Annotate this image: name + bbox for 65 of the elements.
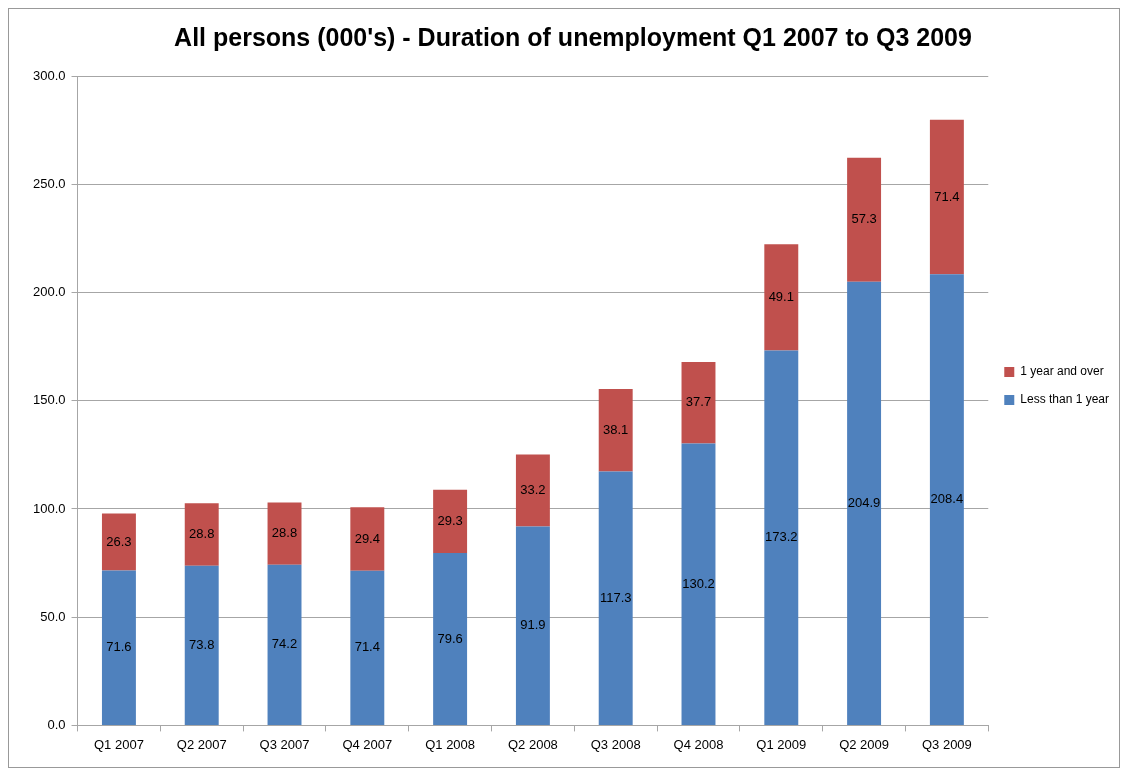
bar (764, 350, 799, 725)
data-label: 71.6 (106, 639, 132, 655)
data-label: 57.3 (851, 211, 877, 227)
bar (764, 244, 799, 351)
x-tick-label: Q3 2007 (259, 736, 310, 752)
chart-title: All persons (000's) - Duration of unemployment Q1 2007 to Q3 2009 (174, 22, 972, 51)
data-label: 33.2 (520, 482, 546, 498)
x-tick-label: Q1 2008 (425, 736, 476, 752)
bar (433, 489, 468, 554)
data-label: 49.1 (768, 288, 794, 304)
x-tick-label: Q1 2009 (756, 736, 807, 752)
bar (515, 454, 550, 527)
bar (929, 119, 964, 275)
legend-label: 1 year and over (1020, 364, 1104, 379)
bar (433, 553, 468, 725)
data-label: 204.9 (847, 494, 881, 510)
bar (184, 565, 219, 725)
data-label: 91.9 (520, 617, 546, 633)
x-tick-label: Q2 2009 (839, 736, 890, 752)
data-label: 29.4 (354, 530, 380, 546)
x-tick-label: Q4 2007 (342, 736, 393, 752)
data-label: 29.3 (437, 512, 463, 528)
x-tick-label: Q1 2007 (93, 736, 144, 752)
data-label: 28.8 (271, 525, 298, 541)
x-tick-label: Q2 2008 (507, 736, 558, 752)
bar (350, 507, 385, 571)
data-label: 71.4 (934, 188, 960, 204)
bar (267, 564, 302, 725)
data-label: 71.4 (354, 639, 380, 655)
data-label: 73.8 (189, 636, 215, 652)
bar (929, 274, 964, 725)
bar (681, 361, 716, 444)
bar (598, 389, 633, 472)
x-tick-label: Q3 2008 (590, 736, 641, 752)
y-tick-label: 150.0 (32, 392, 66, 408)
data-label: 37.7 (685, 394, 712, 410)
y-tick-label: 100.0 (32, 500, 66, 516)
y-tick-label: 200.0 (32, 284, 66, 300)
bar (847, 157, 882, 282)
data-label: 79.6 (437, 630, 463, 646)
legend-label: Less than 1 year (1020, 392, 1110, 407)
y-tick-label: 300.0 (32, 67, 66, 83)
x-tick-label: Q3 2009 (921, 736, 972, 752)
x-tick-label: Q2 2007 (176, 736, 227, 752)
data-label: 117.3 (599, 589, 632, 605)
data-label: 26.3 (106, 533, 132, 549)
data-label: 208.4 (930, 491, 964, 507)
bar (101, 513, 136, 571)
data-label: 28.8 (189, 526, 215, 542)
bar (681, 443, 716, 725)
bar (350, 570, 385, 725)
data-label: 74.2 (271, 636, 298, 652)
x-tick-label: Q4 2008 (673, 736, 724, 752)
bar (267, 502, 302, 565)
y-tick-label: 0.0 (47, 716, 66, 732)
y-tick-label: 50.0 (40, 608, 66, 624)
bar (101, 570, 136, 725)
bar (515, 526, 550, 725)
data-label: 173.2 (765, 529, 798, 545)
data-label: 38.1 (603, 421, 629, 437)
data-label: 130.2 (682, 575, 715, 591)
bar (847, 281, 882, 725)
bar (184, 503, 219, 566)
y-tick-label: 250.0 (32, 175, 66, 191)
bar (598, 471, 633, 725)
